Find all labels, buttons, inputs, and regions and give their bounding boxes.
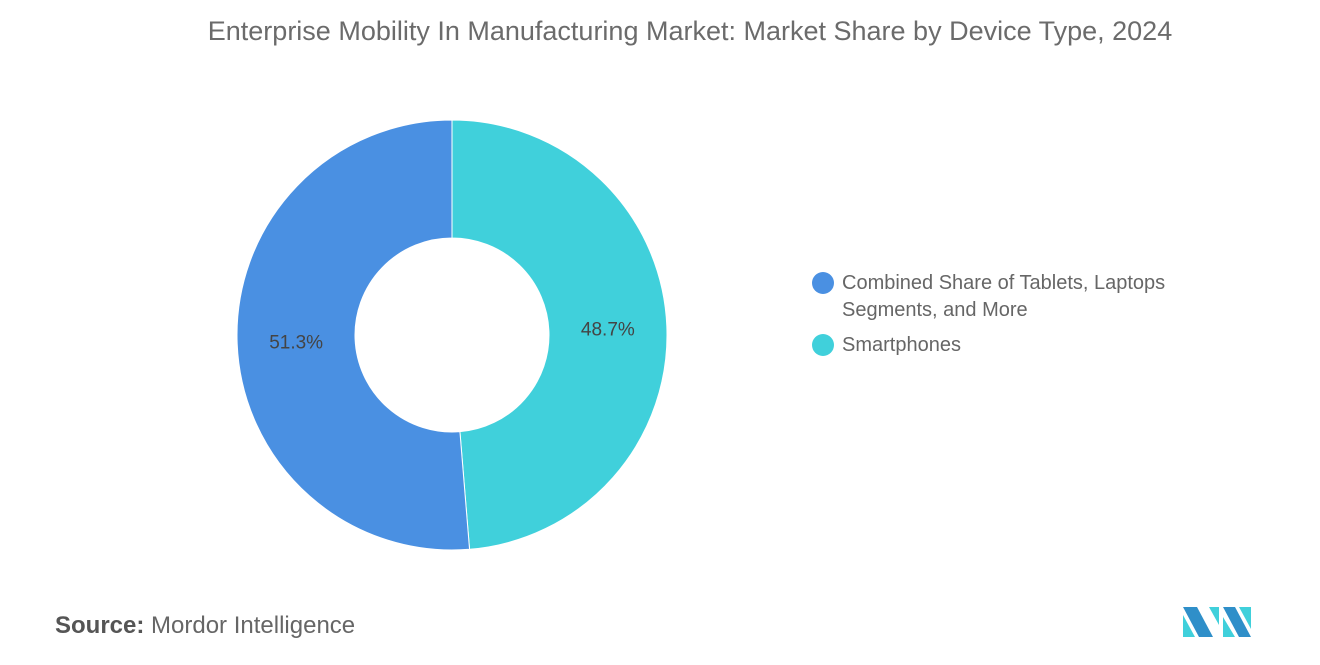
source-label: Source: — [55, 612, 145, 639]
chart-title: Enterprise Mobility In Manufacturing Mar… — [207, 16, 1173, 46]
donut-slice-combined — [236, 119, 471, 551]
data-label-smartphones: 48.7% — [581, 320, 635, 341]
mordor-logo — [1183, 607, 1251, 637]
legend-label-combined: Combined Share of Tablets, Laptops Segme… — [842, 272, 1166, 321]
source-note: Source: Mordor Intelligence — [55, 612, 355, 640]
donut-slice-smartphones — [451, 119, 668, 550]
legend-item-smartphones[interactable]: Smartphones — [812, 332, 1212, 359]
legend-swatch-combined — [812, 272, 834, 294]
source-value: Mordor Intelligence — [151, 612, 356, 639]
legend-swatch-smartphones — [812, 334, 834, 356]
data-label-combined: 51.3% — [269, 332, 323, 353]
legend-label-smartphones: Smartphones — [842, 334, 961, 356]
legend-item-combined[interactable]: Combined Share of Tablets, Laptops Segme… — [812, 270, 1212, 324]
legend: Combined Share of Tablets, Laptops Segme… — [812, 270, 1212, 367]
